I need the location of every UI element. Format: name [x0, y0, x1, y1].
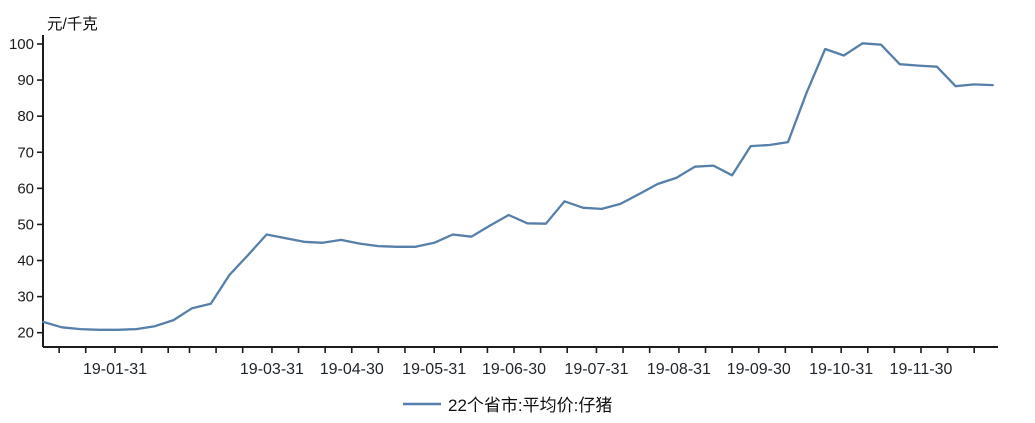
svg-text:19-03-31: 19-03-31 [240, 361, 304, 378]
svg-text:40: 40 [17, 253, 34, 270]
y-axis-unit-label: 元/千克 [47, 15, 98, 33]
svg-text:60: 60 [17, 180, 34, 197]
svg-text:19-06-30: 19-06-30 [482, 361, 546, 378]
x-axis: 19-01-31 19-03-31 19-04-30 19-05-31 19-06-30… [43, 346, 998, 378]
svg-text:19-07-31: 19-07-31 [564, 361, 628, 378]
svg-text:50: 50 [17, 216, 34, 233]
legend: 22个省市:平均价:仔猪 [403, 396, 612, 415]
svg-text:20: 20 [17, 325, 34, 342]
svg-text:19-10-31: 19-10-31 [809, 361, 873, 378]
svg-text:19-09-30: 19-09-30 [727, 361, 791, 378]
svg-text:30: 30 [17, 289, 34, 306]
y-axis: 20 30 40 50 60 70 80 90 100 [9, 35, 44, 347]
legend-series-label: 22个省市:平均价:仔猪 [448, 396, 612, 415]
svg-text:19-05-31: 19-05-31 [402, 361, 466, 378]
svg-text:70: 70 [17, 144, 34, 161]
svg-text:19-11-30: 19-11-30 [890, 361, 953, 378]
price-line-series [42, 42, 994, 331]
svg-text:90: 90 [17, 72, 34, 89]
svg-text:100: 100 [9, 36, 34, 53]
svg-text:80: 80 [17, 108, 34, 125]
svg-text:19-08-31: 19-08-31 [647, 361, 711, 378]
svg-text:19-01-31: 19-01-31 [83, 361, 147, 378]
svg-text:19-04-30: 19-04-30 [320, 361, 384, 378]
